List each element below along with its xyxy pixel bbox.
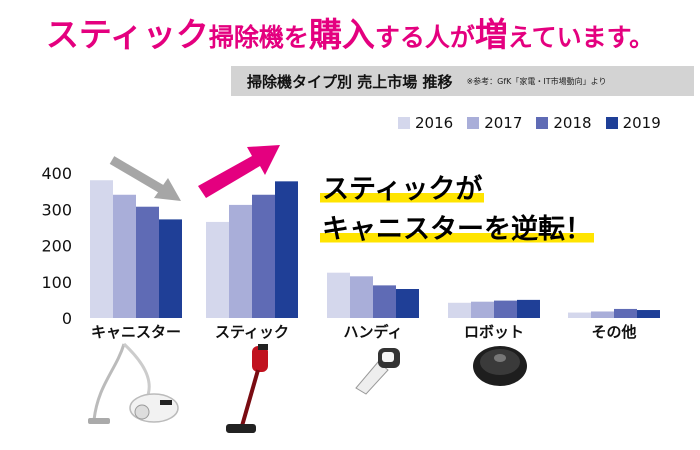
bar-2017 [350,276,373,318]
bar-2016 [327,272,350,318]
chart-title: 掃除機タイプ別 売上市場 推移 [247,72,453,91]
bars [90,180,660,318]
handheld-vacuum-icon [355,348,400,395]
subtitle-bar: 掃除機タイプ別 売上市場 推移 ※参考：GfK「家電・IT市場動向」より [231,66,694,96]
legend-item: 2017 [467,114,522,132]
bar-2019 [159,219,182,318]
bar-2019 [517,299,540,318]
bar-2017 [229,204,252,318]
bar-2017 [471,301,494,318]
bar-2018 [494,300,517,318]
trend-arrows [109,145,280,201]
bar-2019 [396,289,419,318]
y-tick-label: 300 [41,200,72,219]
canister-vacuum-icon [88,342,179,424]
callout-text: スティックが キャニスターを逆転！ [320,170,594,250]
y-tick-label: 400 [41,164,72,183]
bar-2016 [206,221,229,318]
legend-swatch [467,117,480,129]
bar-2017 [113,194,136,318]
down-arrow-icon [109,156,181,201]
bar-2016 [568,312,591,318]
headline-part: えています。 [507,23,655,52]
x-tick-label: その他 [591,323,636,341]
x-tick-label: キャニスター [91,323,181,341]
headline-part: スティック [45,15,209,54]
headline-part: 掃除機を [208,23,309,52]
x-tick-label: ロボット [464,323,524,341]
x-tick-label: スティック [215,323,289,341]
legend-swatch [536,117,549,129]
headline-part: する人が [374,23,475,52]
bar-2018 [373,285,396,318]
legend-label: 2019 [622,114,661,132]
headline-part: 購入 [308,15,375,54]
bar-2019 [275,181,298,318]
headline: スティック掃除機を購入する人が増えています。 [0,8,700,56]
callout-line: キャニスターを逆転！ [320,214,594,245]
legend-swatch [398,117,410,129]
legend-item: 2018 [536,114,592,132]
chart-legend: 2016 2017 2018 2019 [398,114,675,132]
bar-2019 [637,310,660,318]
legend-label: 2018 [553,114,592,132]
legend-label: 2017 [484,114,523,132]
legend-label: 2016 [415,114,454,132]
bar-2018 [614,308,637,318]
legend-item: 2019 [605,114,661,132]
y-axis: 0 100 200 300 400 [41,164,72,328]
legend-swatch [605,117,618,129]
robot-vacuum-icon [473,346,527,386]
x-tick-label: ハンディ [344,323,403,341]
callout-line: スティックが [320,174,485,205]
x-axis: キャニスター スティック ハンディ ロボット その他 [91,323,637,341]
y-tick-label: 200 [41,237,72,256]
bar-2018 [136,206,159,318]
bar-2018 [252,194,275,318]
bar-2017 [591,311,614,318]
y-tick-label: 100 [41,273,72,292]
up-arrow-icon [198,145,280,198]
headline-part: 増 [474,15,508,54]
bar-2016 [90,180,113,318]
y-tick-label: 0 [62,309,72,328]
source-note: ※参考：GfK「家電・IT市場動向」より [466,76,607,86]
legend-item: 2016 [398,114,453,132]
stick-vacuum-icon [226,344,268,433]
bar-2016 [448,302,471,318]
